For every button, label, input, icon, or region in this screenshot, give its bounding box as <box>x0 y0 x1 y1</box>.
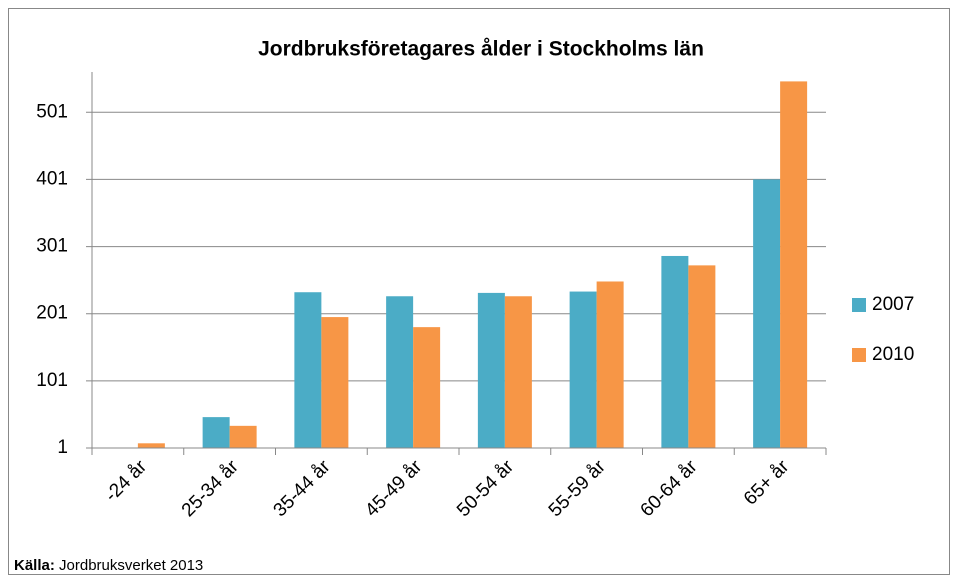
legend-swatch <box>852 298 866 312</box>
legend-label: 2007 <box>872 294 914 315</box>
bar <box>596 281 624 448</box>
bar <box>780 81 808 449</box>
y-tick-label: 101 <box>36 370 68 391</box>
source-text: Jordbruksverket 2013 <box>59 557 203 574</box>
y-tick-label: 501 <box>36 101 68 122</box>
bar <box>386 296 414 448</box>
bar <box>137 443 165 448</box>
bar <box>688 265 716 448</box>
chart-title: Jordbruksföretagares ålder i Stockholms … <box>258 38 704 61</box>
bar <box>504 296 532 448</box>
bar <box>477 292 505 448</box>
source-label: Källa: <box>14 557 55 574</box>
y-tick-label: 201 <box>36 303 68 324</box>
bar <box>229 425 257 448</box>
legend-label: 2010 <box>872 344 914 365</box>
y-tick-label: 401 <box>36 168 68 189</box>
bar <box>413 327 441 448</box>
bar <box>569 291 597 448</box>
bar <box>661 255 689 448</box>
y-tick-label: 1 <box>57 437 68 458</box>
bar <box>321 317 349 448</box>
bar <box>753 179 781 448</box>
y-tick-label: 301 <box>36 236 68 257</box>
bar <box>202 417 230 448</box>
source: Källa: Jordbruksverket 2013 <box>14 557 203 574</box>
bar <box>294 292 322 448</box>
legend-swatch <box>852 348 866 362</box>
